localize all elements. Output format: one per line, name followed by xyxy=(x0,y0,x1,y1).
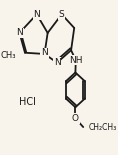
Text: N: N xyxy=(41,48,48,57)
Text: N: N xyxy=(16,28,23,37)
Text: NH: NH xyxy=(69,56,82,65)
Text: O: O xyxy=(72,114,79,123)
Text: CH₂CH₃: CH₂CH₃ xyxy=(89,123,117,132)
Text: N: N xyxy=(33,10,40,19)
Text: HCl: HCl xyxy=(19,97,36,107)
Text: CH₃: CH₃ xyxy=(1,51,16,60)
Text: S: S xyxy=(59,10,65,19)
Text: N: N xyxy=(54,58,60,67)
